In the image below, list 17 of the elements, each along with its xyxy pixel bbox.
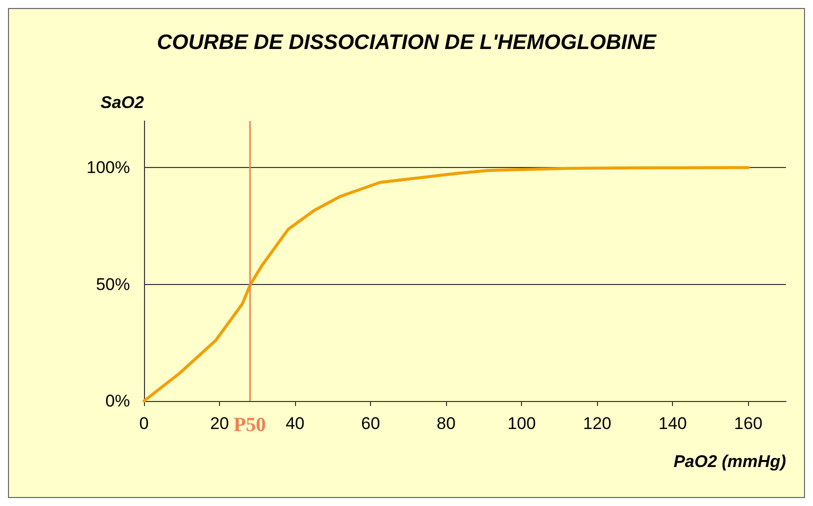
ref-line-label: P50: [234, 414, 266, 436]
x-tick-label: 100: [507, 414, 536, 433]
y-tick-label: 100%: [86, 158, 130, 178]
y-tick-label: 0%: [105, 392, 130, 410]
x-tick-label: 120: [582, 414, 612, 433]
chart-title: COURBE DE DISSOCIATION DE L'HEMOGLOBINE: [156, 31, 658, 54]
x-axis-title: PaO2 (mmHg): [674, 452, 786, 471]
line-series: [142, 166, 750, 402]
x-tick-label: 40: [286, 414, 305, 433]
y-tick-label: 50%: [96, 274, 130, 294]
x-tick-label: 140: [658, 414, 687, 433]
x-tick-label: 0: [139, 414, 149, 433]
x-tick-label: 20: [210, 414, 229, 433]
x-tick-label: 60: [361, 414, 380, 433]
x-tick-label: 160: [734, 414, 762, 433]
x-tick-label: 80: [436, 414, 456, 433]
y-axis-title: SaO2: [100, 93, 145, 112]
